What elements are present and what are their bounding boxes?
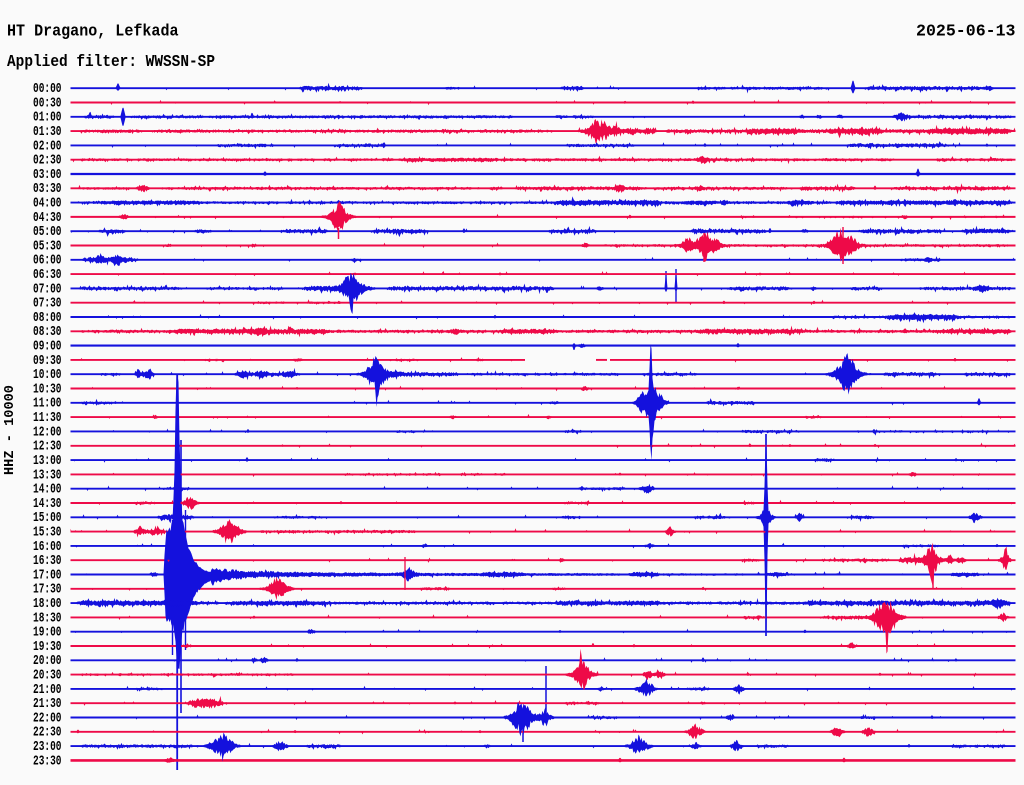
svg-text:08:30: 08:30 (33, 324, 62, 340)
svg-text:18:00: 18:00 (33, 596, 62, 612)
svg-text:00:00: 00:00 (33, 81, 62, 97)
svg-text:03:30: 03:30 (33, 181, 62, 197)
svg-text:21:00: 21:00 (33, 682, 62, 698)
svg-text:16:00: 16:00 (33, 539, 62, 555)
svg-text:04:30: 04:30 (33, 210, 62, 226)
svg-text:19:30: 19:30 (33, 639, 62, 655)
svg-text:13:30: 13:30 (33, 467, 62, 483)
svg-text:15:00: 15:00 (33, 510, 62, 526)
svg-text:2025-06-13: 2025-06-13 (916, 23, 1016, 42)
svg-text:16:30: 16:30 (33, 553, 62, 569)
svg-text:09:00: 09:00 (33, 339, 62, 355)
svg-text:08:00: 08:00 (33, 310, 62, 326)
svg-text:05:00: 05:00 (33, 224, 62, 240)
svg-text:11:30: 11:30 (33, 410, 62, 426)
svg-text:17:30: 17:30 (33, 582, 62, 598)
svg-text:10:00: 10:00 (33, 367, 62, 383)
svg-text:12:00: 12:00 (33, 424, 62, 440)
svg-text:06:30: 06:30 (33, 267, 62, 283)
svg-text:13:00: 13:00 (33, 453, 62, 469)
svg-text:12:30: 12:30 (33, 439, 62, 455)
svg-text:02:30: 02:30 (33, 153, 62, 169)
svg-text:09:30: 09:30 (33, 353, 62, 369)
svg-text:04:00: 04:00 (33, 196, 62, 212)
svg-text:05:30: 05:30 (33, 238, 62, 254)
svg-text:00:30: 00:30 (33, 95, 62, 111)
svg-text:21:30: 21:30 (33, 696, 62, 712)
svg-text:20:00: 20:00 (33, 653, 62, 669)
svg-text:Applied filter: WWSSN-SP: Applied filter: WWSSN-SP (7, 53, 215, 72)
svg-text:06:00: 06:00 (33, 253, 62, 269)
svg-text:22:00: 22:00 (33, 710, 62, 726)
svg-text:07:30: 07:30 (33, 296, 62, 312)
svg-text:20:30: 20:30 (33, 668, 62, 684)
svg-text:22:30: 22:30 (33, 725, 62, 741)
svg-text:HT Dragano, Lefkada: HT Dragano, Lefkada (7, 23, 179, 42)
svg-text:23:30: 23:30 (33, 753, 62, 769)
svg-text:14:00: 14:00 (33, 482, 62, 498)
svg-text:14:30: 14:30 (33, 496, 62, 512)
svg-text:15:30: 15:30 (33, 525, 62, 541)
svg-text:10:30: 10:30 (33, 381, 62, 397)
svg-text:01:30: 01:30 (33, 124, 62, 140)
svg-text:HHZ - 10000: HHZ - 10000 (2, 385, 18, 475)
svg-text:18:30: 18:30 (33, 610, 62, 626)
svg-text:02:00: 02:00 (33, 138, 62, 154)
svg-text:01:00: 01:00 (33, 110, 62, 126)
svg-text:17:00: 17:00 (33, 567, 62, 583)
svg-text:11:00: 11:00 (33, 396, 62, 412)
svg-text:23:00: 23:00 (33, 739, 62, 755)
svg-text:19:00: 19:00 (33, 625, 62, 641)
svg-text:07:00: 07:00 (33, 281, 62, 297)
svg-text:03:00: 03:00 (33, 167, 62, 183)
